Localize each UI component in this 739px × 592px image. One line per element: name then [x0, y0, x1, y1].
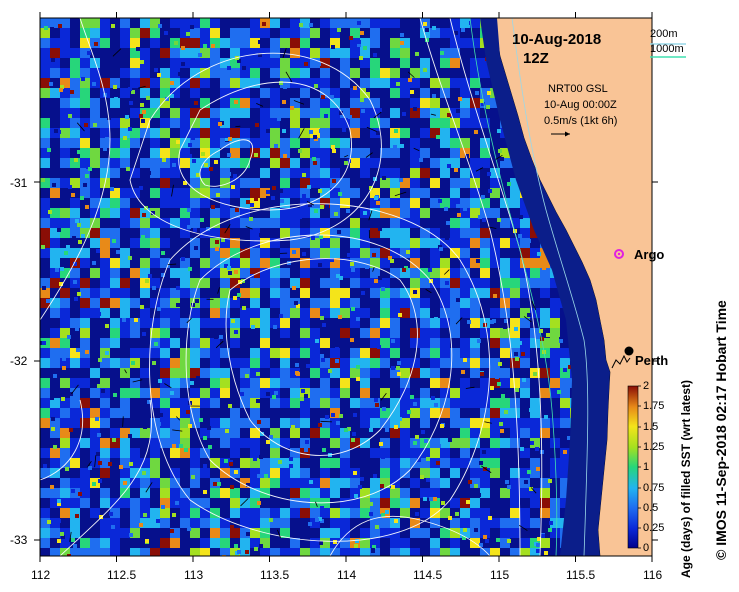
legend-200m-label: 200m [650, 28, 678, 40]
white-contours [40, 18, 543, 556]
x-tick-label: 114 [337, 568, 357, 582]
colorbar-tick-label: 1 [643, 461, 650, 473]
copyright-text: © IMOS 11-Sep-2018 02:17 Hobart Time [713, 300, 729, 560]
colorbar-tick-label: 0.5 [643, 502, 659, 514]
perth-label: Perth [635, 353, 669, 368]
argo-label: Argo [634, 247, 665, 262]
x-tick-label: 113 [184, 568, 204, 582]
legend-1000m-label: 1000m [650, 43, 684, 55]
y-tick-label: -31 [10, 176, 28, 190]
coastal-waters [480, 18, 610, 556]
x-tick-label: 116 [643, 568, 663, 582]
isobath-200m [511, 18, 589, 556]
colorbar-axis-label: Age (days) of filled SST (wrt latest) [679, 379, 693, 578]
map-title-time: 12Z [523, 50, 549, 67]
argo-marker [614, 249, 624, 259]
perth-marker [624, 346, 634, 356]
argo-marker-center [617, 252, 621, 256]
colorbar-tick-label: 1.5 [643, 421, 659, 433]
colorbar-ticks [638, 385, 641, 549]
x-tick-label: 112.5 [107, 568, 137, 582]
x-tick-label: 113.5 [260, 568, 290, 582]
axis-ticks [34, 12, 658, 562]
isobath-1000m [469, 18, 558, 556]
colorbar-tick-label: 1.25 [643, 441, 665, 453]
perth-city-outline [611, 354, 631, 369]
x-tick-label: 112 [31, 568, 51, 582]
x-tick-label: 114.5 [413, 568, 443, 582]
current-vectors [69, 48, 537, 542]
colorbar [627, 385, 639, 549]
current-scale-label: 0.5m/s (1kt 6h) [544, 115, 618, 127]
x-tick-label: 115 [490, 568, 510, 582]
map-title-date: 10-Aug-2018 [512, 31, 602, 48]
scale-arrowhead [565, 131, 570, 137]
colorbar-tick-label: 2 [643, 380, 650, 392]
colorbar-tick-label: 0.75 [643, 482, 665, 494]
colorbar-tick-label: 1.75 [643, 400, 665, 412]
current-time-label: 10-Aug 00:00Z [544, 99, 617, 111]
y-tick-label: -33 [10, 533, 28, 547]
current-source-label: NRT00 GSL [548, 83, 608, 95]
colorbar-tick-label: 0 [643, 542, 650, 554]
y-tick-label: -32 [10, 354, 28, 368]
x-tick-label: 115.5 [566, 568, 596, 582]
colorbar-tick-label: 0.25 [643, 522, 665, 534]
